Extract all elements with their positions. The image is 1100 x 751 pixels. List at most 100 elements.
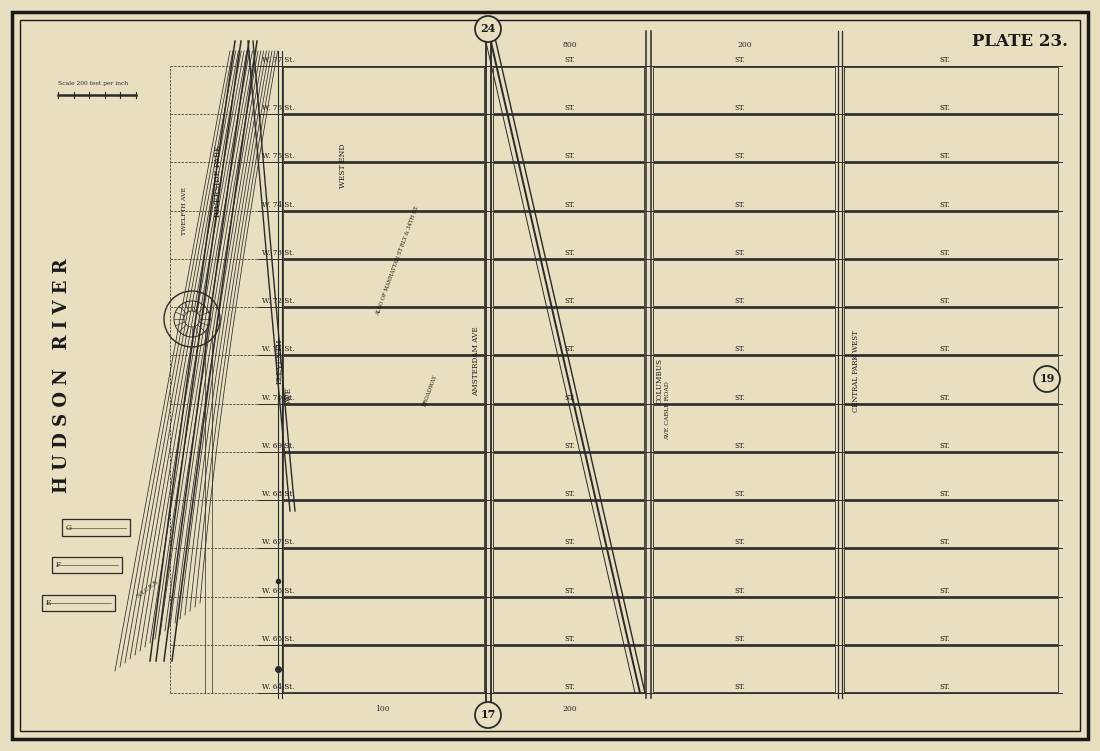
Text: CENTRAL PARK WEST: CENTRAL PARK WEST <box>852 330 860 412</box>
Text: PLATE 23.: PLATE 23. <box>972 33 1068 50</box>
Text: ST.: ST. <box>735 683 746 691</box>
Text: W. 67 St.: W. 67 St. <box>262 538 295 546</box>
Text: ST.: ST. <box>939 104 950 112</box>
Bar <box>844 598 1058 644</box>
Text: ALSO OF MANHATTAN ST RLY & 34TH ST.: ALSO OF MANHATTAN ST RLY & 34TH ST. <box>376 205 420 317</box>
Bar <box>844 405 1058 451</box>
Text: ST.: ST. <box>564 345 575 354</box>
Circle shape <box>475 16 500 42</box>
Bar <box>493 164 644 210</box>
Text: WEST END: WEST END <box>339 143 346 189</box>
Text: ST.: ST. <box>735 201 746 209</box>
Text: ST.: ST. <box>735 538 746 546</box>
Text: ST.: ST. <box>939 249 950 257</box>
Text: ST.: ST. <box>735 394 746 402</box>
Text: W. 66 St.: W. 66 St. <box>262 587 295 595</box>
Text: ST.: ST. <box>564 442 575 450</box>
Text: RIVERSIDE PARK: RIVERSIDE PARK <box>214 145 222 217</box>
Text: Scale 200 feet per inch: Scale 200 feet per inch <box>58 81 129 86</box>
Bar <box>653 598 835 644</box>
Text: 200: 200 <box>563 705 578 713</box>
Bar <box>493 260 644 306</box>
Bar <box>283 164 484 210</box>
Text: ST.: ST. <box>735 152 746 161</box>
Bar <box>493 115 644 161</box>
Bar <box>493 453 644 499</box>
Bar <box>653 115 835 161</box>
Bar <box>653 501 835 547</box>
Text: W. 71 St.: W. 71 St. <box>262 345 295 354</box>
Bar <box>844 212 1058 258</box>
Bar <box>844 308 1058 354</box>
Bar <box>283 357 484 403</box>
Bar <box>844 646 1058 692</box>
Text: ST.: ST. <box>735 442 746 450</box>
Text: N.Y.C.R.R.: N.Y.C.R.R. <box>136 579 161 599</box>
Text: W. 64 St.: W. 64 St. <box>262 683 295 691</box>
Bar <box>283 405 484 451</box>
Text: E: E <box>46 599 52 607</box>
Bar <box>283 549 484 596</box>
Text: ST.: ST. <box>564 490 575 498</box>
Text: ST.: ST. <box>939 683 950 691</box>
Text: W. 70 St.: W. 70 St. <box>262 394 295 402</box>
Text: ST.: ST. <box>735 56 746 64</box>
Bar <box>653 549 835 596</box>
Text: ST.: ST. <box>735 249 746 257</box>
Text: F: F <box>56 561 62 569</box>
Text: ST.: ST. <box>939 538 950 546</box>
Bar <box>283 212 484 258</box>
Bar <box>844 67 1058 113</box>
Text: 200: 200 <box>738 41 752 49</box>
Bar <box>283 67 484 113</box>
Bar <box>493 598 644 644</box>
Text: COLUMBUS: COLUMBUS <box>656 358 664 404</box>
Text: AMSTERDAM AVE: AMSTERDAM AVE <box>472 326 480 396</box>
Text: ST.: ST. <box>564 56 575 64</box>
Bar <box>62 519 130 536</box>
Bar <box>283 453 484 499</box>
Bar <box>493 212 644 258</box>
Circle shape <box>1034 366 1060 392</box>
Bar <box>844 453 1058 499</box>
Text: ST.: ST. <box>939 56 950 64</box>
Bar <box>653 164 835 210</box>
Text: W. 72 St.: W. 72 St. <box>262 297 295 305</box>
Text: TWELFTH AVE: TWELFTH AVE <box>183 187 187 235</box>
Text: ST.: ST. <box>939 201 950 209</box>
Bar <box>283 646 484 692</box>
Text: ST.: ST. <box>564 201 575 209</box>
Text: W. 68 St.: W. 68 St. <box>262 490 295 498</box>
Bar <box>283 598 484 644</box>
Text: 17: 17 <box>481 710 496 720</box>
Text: W. 76 St.: W. 76 St. <box>262 104 295 112</box>
Bar <box>844 260 1058 306</box>
Text: ST.: ST. <box>735 297 746 305</box>
Text: ST.: ST. <box>939 394 950 402</box>
Bar <box>653 308 835 354</box>
Text: W. 69 St.: W. 69 St. <box>262 442 295 450</box>
Bar <box>653 405 835 451</box>
Text: W. 75 St.: W. 75 St. <box>262 152 295 161</box>
Text: W. 77 St.: W. 77 St. <box>262 56 295 64</box>
Text: ST.: ST. <box>735 490 746 498</box>
Text: ST.: ST. <box>564 249 575 257</box>
Text: G: G <box>66 523 72 532</box>
Text: W. 73 St.: W. 73 St. <box>262 249 295 257</box>
Text: 800: 800 <box>563 41 578 49</box>
Text: ST.: ST. <box>564 635 575 643</box>
Bar <box>653 453 835 499</box>
Text: BROADWAY: BROADWAY <box>422 374 438 408</box>
Bar <box>493 549 644 596</box>
Circle shape <box>475 702 500 728</box>
Text: ST.: ST. <box>564 152 575 161</box>
Text: ST.: ST. <box>735 587 746 595</box>
Bar <box>844 357 1058 403</box>
Text: ST.: ST. <box>939 152 950 161</box>
Text: H U D S O N   R I V E R: H U D S O N R I V E R <box>53 258 72 493</box>
Bar <box>493 405 644 451</box>
Bar <box>653 67 835 113</box>
Bar <box>52 557 122 573</box>
Text: ST.: ST. <box>939 587 950 595</box>
Text: ELEVENTH: ELEVENTH <box>276 338 284 384</box>
